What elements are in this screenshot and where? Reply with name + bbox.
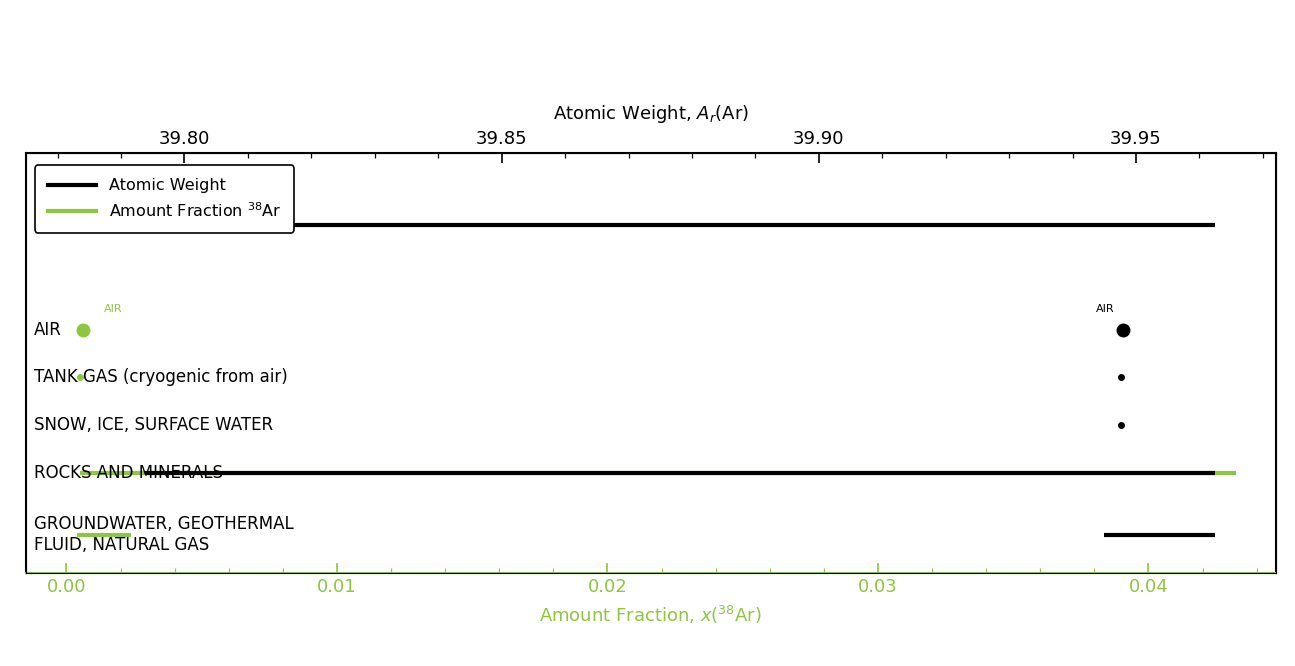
Text: TANK GAS (cryogenic from air): TANK GAS (cryogenic from air)	[34, 368, 287, 386]
X-axis label: Amount Fraction, $x$($^{38}$Ar): Amount Fraction, $x$($^{38}$Ar)	[540, 604, 761, 626]
Text: AIR: AIR	[105, 304, 123, 314]
X-axis label: Atomic Weight, $A_r$(Ar): Atomic Weight, $A_r$(Ar)	[553, 103, 749, 125]
Text: AIR: AIR	[1097, 304, 1115, 314]
Text: STANDARD ATOMIC WEIGHT: STANDARD ATOMIC WEIGHT	[34, 216, 268, 234]
Text: GROUNDWATER, GEOTHERMAL
FLUID, NATURAL GAS: GROUNDWATER, GEOTHERMAL FLUID, NATURAL G…	[34, 515, 294, 554]
Text: AIR: AIR	[34, 320, 62, 338]
Legend: Atomic Weight, Amount Fraction $^{38}$Ar: Atomic Weight, Amount Fraction $^{38}$Ar	[35, 165, 294, 232]
Text: ROCKS AND MINERALS: ROCKS AND MINERALS	[34, 464, 223, 482]
Text: SNOW, ICE, SURFACE WATER: SNOW, ICE, SURFACE WATER	[34, 416, 273, 434]
